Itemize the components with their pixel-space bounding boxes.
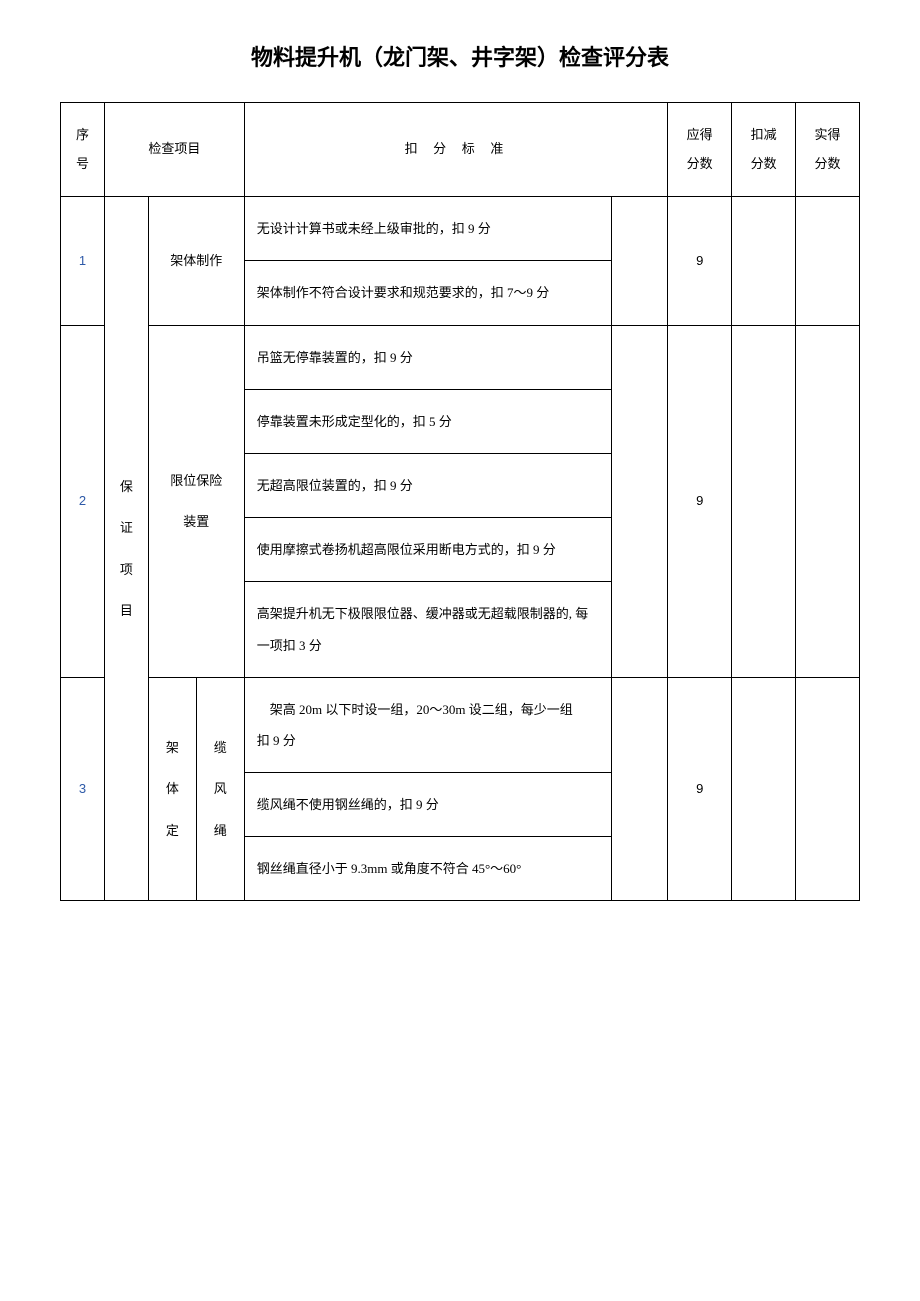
criteria-cell: 钢丝绳直径小于 9.3mm 或角度不符合 45°～60° xyxy=(244,837,612,901)
extra-cell xyxy=(612,325,668,677)
seq-3: 3 xyxy=(61,677,105,901)
hdr-should: 应得分数 xyxy=(668,103,732,197)
criteria-cell: 架体制作不符合设计要求和规范要求的，扣 7～9 分 xyxy=(244,261,612,325)
page-title: 物料提升机（龙门架、井字架）检查评分表 xyxy=(60,40,860,72)
item-2: 限位保险装置 xyxy=(148,325,244,677)
score-table: 序号 检查项目 扣分标准 应得分数 扣减分数 实得分数 1 保证项目 架体制作 … xyxy=(60,102,860,901)
should-1: 9 xyxy=(668,197,732,325)
criteria-cell: 使用摩擦式卷扬机超高限位采用断电方式的，扣 9 分 xyxy=(244,518,612,582)
criteria-cell: 吊篮无停靠装置的，扣 9 分 xyxy=(244,325,612,389)
item-1: 架体制作 xyxy=(148,197,244,325)
extra-cell xyxy=(612,677,668,901)
header-row: 序号 检查项目 扣分标准 应得分数 扣减分数 实得分数 xyxy=(61,103,860,197)
item-3-l1: 架体定 xyxy=(148,677,196,901)
deduct-1 xyxy=(732,197,796,325)
actual-1 xyxy=(796,197,860,325)
hdr-criteria: 扣分标准 xyxy=(244,103,667,197)
deduct-2 xyxy=(732,325,796,677)
category-label: 保证项目 xyxy=(104,197,148,901)
table-row: 2 限位保险装置 吊篮无停靠装置的，扣 9 分 9 xyxy=(61,325,860,389)
hdr-deduct: 扣减分数 xyxy=(732,103,796,197)
criteria-cell: 高架提升机无下极限限位器、缓冲器或无超载限制器的, 每一项扣 3 分 xyxy=(244,582,612,677)
criteria-cell: 缆风绳不使用钢丝绳的，扣 9 分 xyxy=(244,773,612,837)
item-3-l2: 缆风绳 xyxy=(196,677,244,901)
should-3: 9 xyxy=(668,677,732,901)
actual-2 xyxy=(796,325,860,677)
table-row: 3 架体定 缆风绳 架高 20m 以下时设一组，20～30m 设二组，每少一组扣… xyxy=(61,677,860,772)
criteria-cell: 停靠装置未形成定型化的，扣 5 分 xyxy=(244,389,612,453)
should-2: 9 xyxy=(668,325,732,677)
hdr-actual: 实得分数 xyxy=(796,103,860,197)
criteria-cell: 无设计计算书或未经上级审批的，扣 9 分 xyxy=(244,197,612,261)
seq-2: 2 xyxy=(61,325,105,677)
criteria-cell: 架高 20m 以下时设一组，20～30m 设二组，每少一组扣 9 分 xyxy=(244,677,612,772)
criteria-cell: 无超高限位装置的，扣 9 分 xyxy=(244,453,612,517)
hdr-item: 检查项目 xyxy=(104,103,244,197)
table-row: 1 保证项目 架体制作 无设计计算书或未经上级审批的，扣 9 分 9 xyxy=(61,197,860,261)
extra-cell xyxy=(612,197,668,325)
actual-3 xyxy=(796,677,860,901)
deduct-3 xyxy=(732,677,796,901)
seq-1: 1 xyxy=(61,197,105,325)
hdr-seq: 序号 xyxy=(61,103,105,197)
